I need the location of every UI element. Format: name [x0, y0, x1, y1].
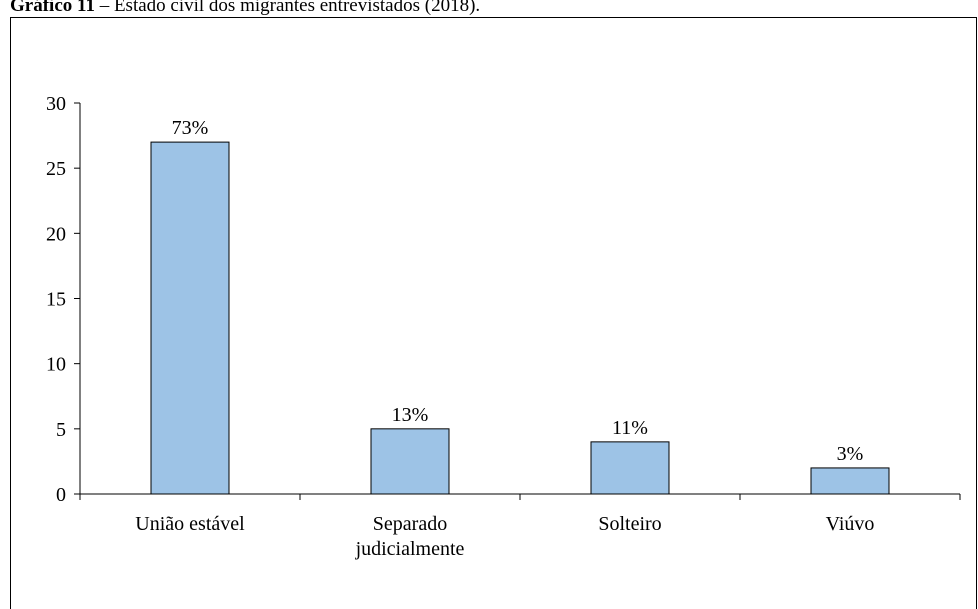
data-label: 3%: [837, 443, 864, 465]
bar: [590, 441, 670, 495]
y-tick-label: 25: [46, 158, 66, 180]
data-label: 73%: [172, 117, 209, 139]
title-prefix: Gráfico 11: [10, 0, 95, 16]
y-tick-label: 0: [56, 484, 66, 506]
bar: [810, 467, 890, 495]
y-tick-label: 20: [46, 223, 66, 245]
chart-title: Gráfico 11 – Estado civil dos migrantes …: [10, 0, 480, 16]
y-tick-label: 5: [56, 419, 66, 441]
y-tick-label: 10: [46, 354, 66, 376]
bar: [150, 141, 230, 495]
x-tick-label: Viúvo: [825, 513, 875, 535]
data-label: 11%: [612, 417, 648, 439]
x-tick-label: Separado judicialmente: [355, 513, 465, 560]
bar: [370, 428, 450, 495]
title-text: – Estado civil dos migrantes entrevistad…: [95, 0, 480, 16]
data-label: 13%: [392, 404, 429, 426]
y-tick-label: 30: [46, 93, 66, 115]
y-tick-label: 15: [46, 289, 66, 311]
x-tick-label: União estável: [135, 513, 245, 535]
x-tick-label: Solteiro: [598, 513, 662, 535]
